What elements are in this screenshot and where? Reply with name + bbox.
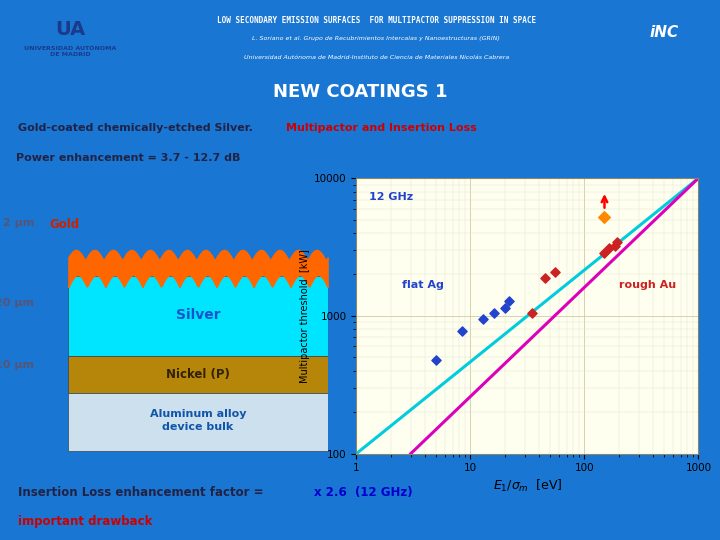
Text: 10 μm: 10 μm bbox=[0, 360, 34, 370]
Y-axis label: Multipactor threshold  [kW]: Multipactor threshold [kW] bbox=[300, 249, 310, 383]
Text: x 2.6  (12 GHz): x 2.6 (12 GHz) bbox=[314, 486, 413, 499]
Text: L. Soriano et al. Grupo de Recubrimientos Intercalas y Nanoestructuras (GRIN): L. Soriano et al. Grupo de Recubrimiento… bbox=[252, 36, 500, 41]
Point bbox=[612, 238, 624, 246]
Point bbox=[431, 355, 442, 364]
Point bbox=[603, 244, 615, 253]
Text: UNIVERSIDAD AUTÓNOMA
DE MADRID: UNIVERSIDAD AUTÓNOMA DE MADRID bbox=[24, 46, 117, 57]
Text: Universidad Autónoma de Madrid-Instituto de Ciencia de Materiales Nicolás Cabrer: Universidad Autónoma de Madrid-Instituto… bbox=[243, 55, 509, 60]
Text: UA: UA bbox=[55, 21, 86, 39]
Text: flat Ag: flat Ag bbox=[402, 280, 444, 290]
Bar bbox=[68, 356, 328, 393]
Point bbox=[526, 309, 538, 318]
Text: Gold-coated chemically-etched Silver.: Gold-coated chemically-etched Silver. bbox=[18, 123, 253, 133]
Text: 20 μm: 20 μm bbox=[0, 298, 34, 308]
Bar bbox=[68, 393, 328, 451]
Text: Aluminum alloy
device bulk: Aluminum alloy device bulk bbox=[150, 409, 246, 432]
Point bbox=[539, 273, 551, 282]
Point bbox=[456, 327, 468, 335]
Text: Gold: Gold bbox=[49, 218, 79, 231]
Text: iNC: iNC bbox=[649, 25, 679, 40]
Text: LOW SECONDARY EMISSION SURFACES  FOR MULTIPACTOR SUPPRESSION IN SPACE: LOW SECONDARY EMISSION SURFACES FOR MULT… bbox=[217, 16, 536, 24]
Text: important drawback: important drawback bbox=[18, 515, 152, 528]
Point bbox=[504, 297, 516, 306]
X-axis label: $E_1/\sigma_m$  [eV]: $E_1/\sigma_m$ [eV] bbox=[492, 477, 562, 494]
Point bbox=[488, 309, 500, 318]
Point bbox=[609, 242, 621, 251]
Text: Multipactor and Insertion Loss: Multipactor and Insertion Loss bbox=[286, 123, 477, 133]
Text: rough Au: rough Au bbox=[618, 280, 676, 290]
Text: 2 μm: 2 μm bbox=[3, 218, 34, 228]
Text: NEW COATINGS 1: NEW COATINGS 1 bbox=[273, 83, 447, 102]
Point bbox=[549, 267, 561, 276]
Text: Insertion Loss enhancement factor =: Insertion Loss enhancement factor = bbox=[18, 486, 267, 499]
Text: 12 GHz: 12 GHz bbox=[369, 192, 413, 201]
Text: Nickel (P): Nickel (P) bbox=[166, 368, 230, 381]
Point bbox=[477, 315, 489, 323]
Bar bbox=[68, 276, 328, 356]
Text: Power enhancement = 3.7 - 12.7 dB: Power enhancement = 3.7 - 12.7 dB bbox=[16, 153, 240, 163]
Point bbox=[499, 303, 510, 312]
Point bbox=[599, 213, 611, 221]
Text: Silver: Silver bbox=[176, 308, 220, 322]
Point bbox=[599, 249, 611, 258]
